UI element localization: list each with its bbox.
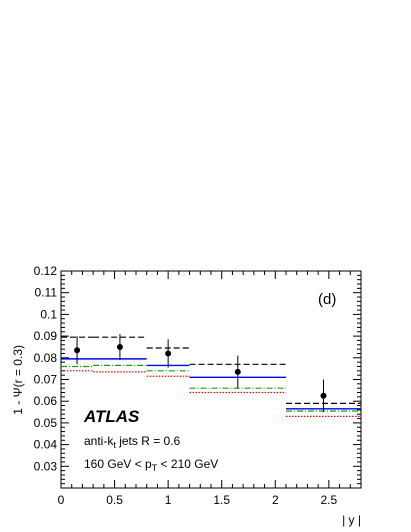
y-tick-label: 0.04 bbox=[34, 438, 58, 452]
x-tick-label: 1.5 bbox=[213, 493, 230, 507]
x-tick-label: 1 bbox=[165, 493, 172, 507]
y-tick-label: 0.1 bbox=[40, 307, 57, 321]
jets-label-main: anti-k bbox=[84, 434, 114, 448]
y-tick-label: 0.09 bbox=[34, 329, 58, 343]
data-point bbox=[165, 350, 172, 357]
y-tick-label: 0.06 bbox=[34, 394, 58, 408]
y-tick-label: 0.07 bbox=[34, 373, 58, 387]
pt-label-rest: < 210 GeV bbox=[157, 457, 218, 471]
jets-label-rest: jets R = 0.6 bbox=[116, 434, 181, 448]
pt-label-sub: T bbox=[152, 463, 158, 473]
data-point bbox=[74, 347, 81, 354]
data-point bbox=[320, 392, 327, 399]
x-axis-title: | y | bbox=[342, 513, 361, 527]
y-tick-labels: 0.03 0.04 0.05 0.06 0.07 0.08 0.09 0.1 0.11 0.12 bbox=[34, 264, 58, 473]
x-tick-label: 2 bbox=[272, 493, 279, 507]
y-tick-label: 0.11 bbox=[35, 286, 58, 300]
x-tick-labels: 0 0.5 1 1.5 2 2.5 bbox=[58, 493, 338, 507]
axis-ticks bbox=[60, 270, 362, 489]
y-tick-label: 0.03 bbox=[34, 459, 58, 473]
x-tick-label: 2.5 bbox=[321, 493, 338, 507]
y-tick-label: 0.12 bbox=[34, 264, 58, 278]
jets-label: anti-kt jets R = 0.6 bbox=[84, 434, 181, 450]
theory-curves bbox=[61, 336, 361, 417]
x-tick-label: 0 bbox=[58, 493, 65, 507]
atlas-label: ATLAS bbox=[83, 407, 140, 426]
panel-label: (d) bbox=[318, 291, 336, 308]
x-tick-label: 0.5 bbox=[106, 493, 123, 507]
y-tick-label: 0.05 bbox=[34, 416, 58, 430]
data-point bbox=[116, 343, 123, 350]
data-points bbox=[74, 333, 327, 413]
y-axis-title: 1 - Ψ(r = 0.3) bbox=[11, 345, 25, 415]
pt-label-main: 160 GeV < p bbox=[84, 457, 152, 471]
pt-label: 160 GeV < pT < 210 GeV bbox=[84, 457, 218, 473]
plot-frame bbox=[60, 270, 362, 489]
jets-label-sub: t bbox=[113, 440, 116, 450]
y-tick-label: 0.08 bbox=[34, 351, 58, 365]
data-point bbox=[234, 368, 241, 375]
